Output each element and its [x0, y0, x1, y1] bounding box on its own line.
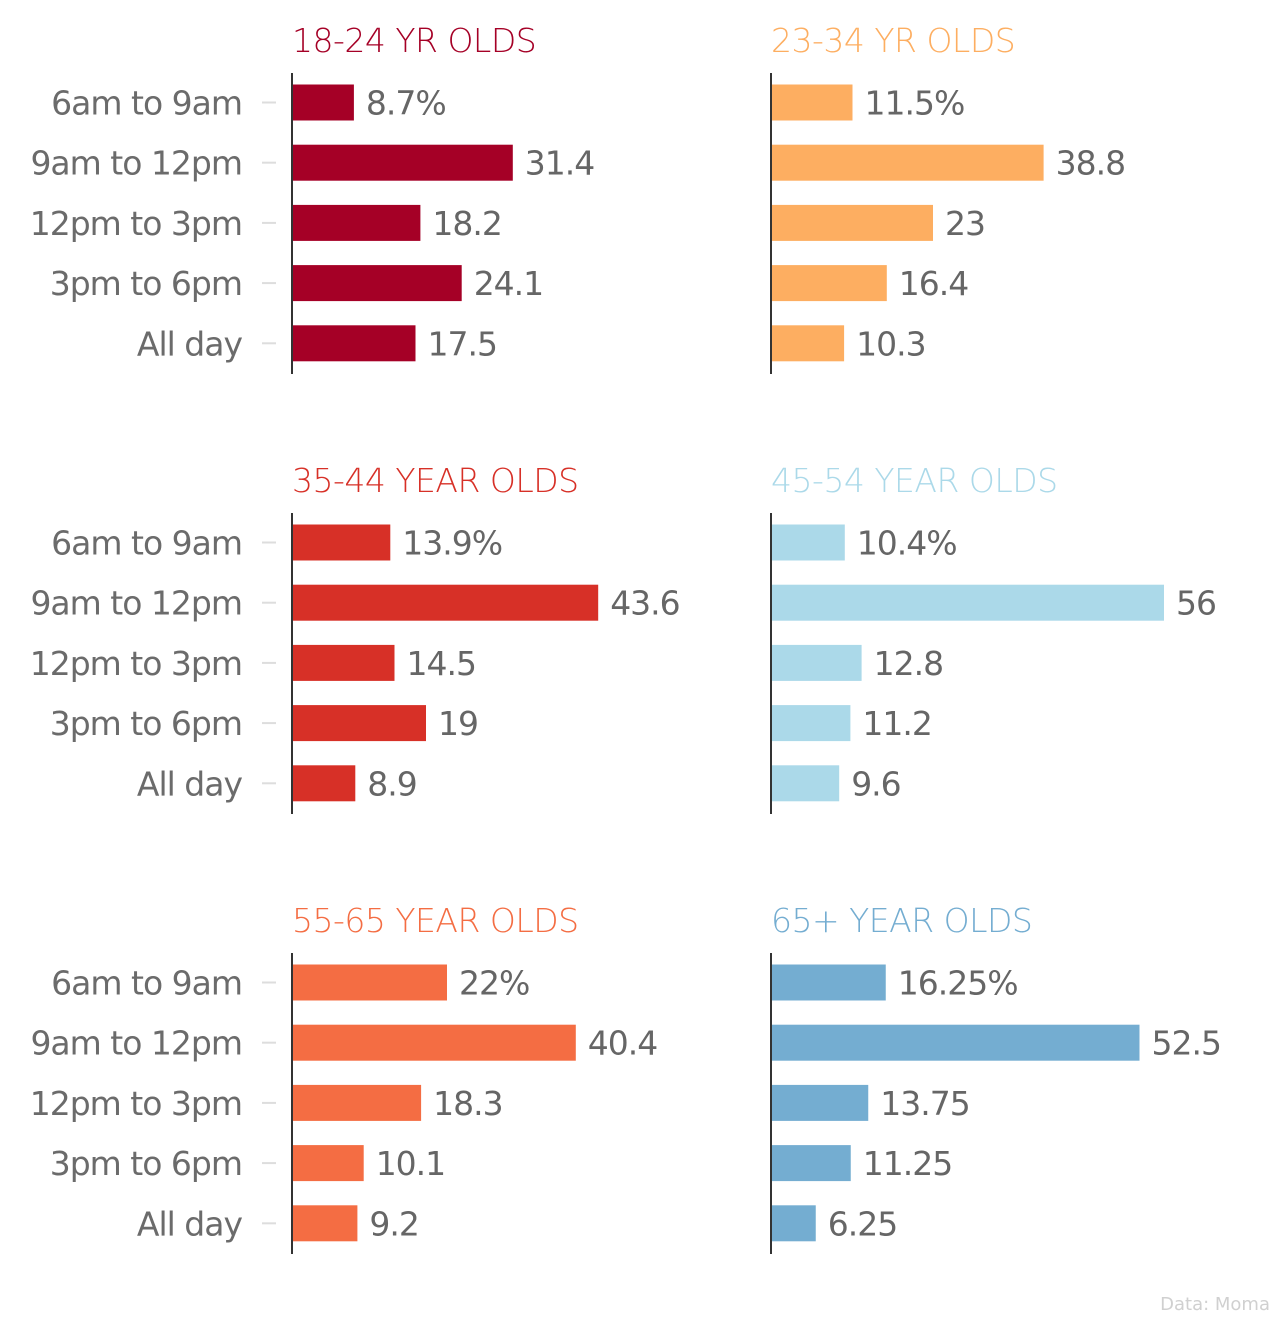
bar [293, 144, 513, 181]
bar [772, 265, 887, 302]
category-label: 3pm to 6pm [50, 264, 242, 303]
category-label: 9am to 12pm [30, 1024, 242, 1063]
category-label: 12pm to 3pm [30, 1084, 242, 1123]
panel-title: 35-44 YEAR OLDS [292, 461, 579, 500]
data-label: 16.4 [899, 264, 968, 303]
bar [772, 1205, 816, 1242]
bar [293, 204, 421, 241]
bar [293, 325, 416, 362]
data-label: 43.6 [610, 584, 679, 623]
bar [293, 1145, 364, 1182]
bar [772, 705, 851, 742]
bar [293, 765, 356, 802]
data-label: 11.25 [863, 1144, 952, 1183]
panel-title: 18-24 YR OLDS [292, 21, 536, 60]
bar [772, 644, 862, 681]
data-label: 22% [459, 964, 529, 1003]
bar [772, 524, 845, 561]
category-label: 12pm to 3pm [30, 644, 242, 683]
data-label: 8.7% [366, 84, 446, 123]
chart-panel: 45-54 YEAR OLDS 10.4% 56 12.8 11.2 9.6 [770, 461, 1217, 814]
bar [772, 584, 1164, 621]
bar [293, 524, 391, 561]
category-label: 12pm to 3pm [30, 204, 242, 243]
data-label: 10.4% [857, 524, 957, 563]
bar [293, 1205, 358, 1242]
category-label: 6am to 9am [51, 964, 242, 1003]
panel-title: 65+ YEAR OLDS [771, 901, 1032, 940]
bar [772, 144, 1044, 181]
bar [772, 84, 853, 121]
data-label: 8.9 [367, 764, 416, 803]
bar [772, 765, 840, 802]
bar [772, 1145, 851, 1182]
bar [293, 1024, 576, 1061]
chart-panel: 23-34 YR OLDS 11.5% 38.8 23 16.4 10.3 [770, 21, 1126, 374]
bar [772, 1084, 869, 1121]
data-label: 31.4 [525, 144, 594, 183]
category-label: 6am to 9am [51, 84, 242, 123]
data-label: 9.2 [369, 1204, 418, 1243]
category-label: 9am to 12pm [30, 584, 242, 623]
data-label: 13.75 [880, 1084, 969, 1123]
data-label: 18.2 [432, 204, 501, 243]
bar [772, 325, 845, 362]
data-label: 40.4 [588, 1024, 657, 1063]
bar [293, 644, 395, 681]
category-label: All day [137, 324, 243, 363]
category-label: All day [137, 764, 243, 803]
data-label: 16.25% [898, 964, 1018, 1003]
data-label: 18.3 [433, 1084, 502, 1123]
data-label: 23 [945, 204, 985, 243]
data-label: 13.9% [402, 524, 502, 563]
chart-panel: 18-24 YR OLDS 6am to 9am 8.7% 9am to 12pm 31… [30, 21, 595, 374]
category-label: 3pm to 6pm [50, 1144, 242, 1183]
bar [293, 265, 462, 302]
source-note: Data: Moma [1160, 1294, 1270, 1315]
data-label: 38.8 [1056, 144, 1125, 183]
bar [293, 584, 599, 621]
data-label: 19 [438, 704, 478, 743]
data-label: 56 [1176, 584, 1216, 623]
panel-title: 55-65 YEAR OLDS [292, 901, 579, 940]
chart-panel: 35-44 YEAR OLDS 6am to 9am 13.9% 9am to 12p… [30, 461, 681, 814]
bar [293, 1084, 422, 1121]
category-label: 9am to 12pm [30, 144, 242, 183]
data-label: 11.5% [865, 84, 965, 123]
data-label: 9.6 [851, 764, 900, 803]
data-label: 10.3 [856, 324, 925, 363]
data-label: 14.5 [407, 644, 476, 683]
bar [772, 204, 933, 241]
data-label: 24.1 [474, 264, 543, 303]
data-label: 10.1 [376, 1144, 445, 1183]
chart-panel: 65+ YEAR OLDS 16.25% 52.5 13.75 11.25 6.25 [770, 901, 1222, 1254]
bar [293, 705, 426, 742]
bar [293, 964, 447, 1001]
bar [772, 964, 886, 1001]
bar [293, 84, 354, 121]
data-label: 17.5 [428, 324, 497, 363]
category-label: 3pm to 6pm [50, 704, 242, 743]
data-label: 11.2 [862, 704, 931, 743]
bar [772, 1024, 1140, 1061]
category-label: 6am to 9am [51, 524, 242, 563]
chart-panel: 55-65 YEAR OLDS 6am to 9am 22% 9am to 12pm 4… [30, 901, 658, 1254]
data-label: 6.25 [828, 1204, 897, 1243]
data-label: 52.5 [1152, 1024, 1221, 1063]
category-label: All day [137, 1204, 243, 1243]
data-label: 12.8 [874, 644, 943, 683]
panel-title: 45-54 YEAR OLDS [771, 461, 1058, 500]
panel-title: 23-34 YR OLDS [771, 21, 1015, 60]
